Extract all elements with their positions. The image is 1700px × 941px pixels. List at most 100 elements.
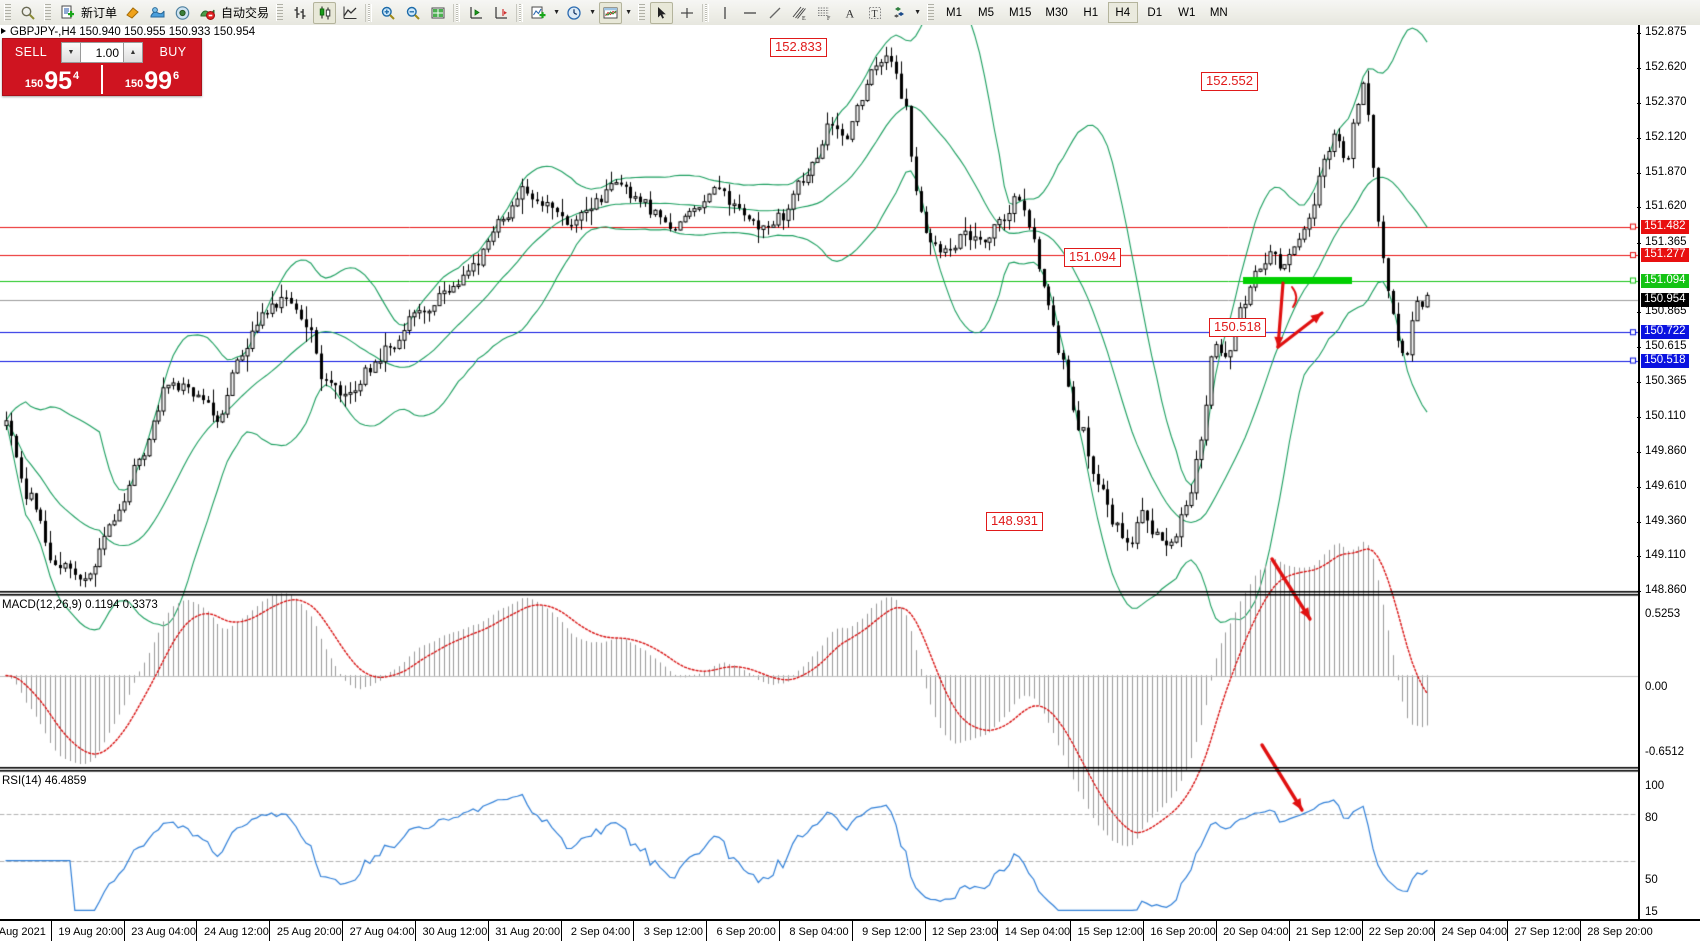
date-tick-label: 24 Aug 12:00 — [204, 926, 269, 938]
price-annotation-label[interactable]: 152.833 — [770, 38, 827, 57]
objects-icon[interactable] — [888, 2, 911, 24]
timeframe-button-h4[interactable]: H4 — [1107, 2, 1138, 23]
timeframe-button-h1[interactable]: H1 — [1083, 6, 1099, 19]
period-dropdown-arrow[interactable]: ▼ — [589, 9, 596, 16]
price-tick-label: 149.860 — [1645, 445, 1687, 458]
buy-price[interactable]: 150 99 6 — [103, 65, 201, 94]
horizontal-line-icon[interactable] — [738, 2, 761, 24]
chart-shift-icon[interactable] — [464, 2, 487, 24]
timeframe-button-d1[interactable]: D1 — [1147, 6, 1163, 19]
indicators-dropdown-arrow[interactable]: ▼ — [553, 9, 560, 16]
timeframe-button-m1[interactable]: M1 — [946, 6, 963, 19]
period-icon[interactable] — [563, 2, 586, 24]
auto-scroll-icon[interactable] — [489, 2, 512, 24]
zoom-out-icon[interactable] — [401, 2, 424, 24]
price-tick-label: 151.870 — [1645, 165, 1687, 178]
date-tick-label: 31 Aug 20:00 — [495, 926, 561, 938]
indicators-icon[interactable] — [527, 2, 550, 24]
date-tick-mark — [779, 921, 780, 941]
timeframe-button-m5[interactable]: M5 — [978, 6, 995, 19]
timeframe-button-m15[interactable]: M15 — [1009, 6, 1032, 19]
objects-dropdown-arrow[interactable]: ▼ — [914, 9, 921, 16]
vertical-line-icon[interactable] — [713, 2, 736, 24]
templates-dropdown-arrow[interactable]: ▼ — [625, 9, 632, 16]
new-order-label[interactable]: 新订单 — [81, 6, 118, 20]
chart-canvas[interactable] — [0, 25, 1700, 941]
price-level-chip[interactable]: 150.722 — [1641, 325, 1689, 340]
date-axis[interactable]: 8 Aug 2021 19 Aug 20:00 23 Aug 04:00 24 Aug… — [0, 919, 1700, 941]
volume-stepper[interactable]: ▼ 1.00 ▲ — [61, 42, 143, 63]
svg-text:F: F — [827, 16, 831, 21]
autotrading-label[interactable]: 自动交易 — [221, 6, 270, 20]
timeframe-button-w1[interactable]: W1 — [1178, 6, 1196, 19]
date-tick-mark — [487, 921, 489, 941]
toolbar-grip-3[interactable] — [276, 4, 284, 21]
toolbar-grip-4[interactable] — [638, 4, 646, 21]
price-axis[interactable]: 152.875 152.620 152.370 152.120 151.870 151.6… — [1637, 25, 1700, 941]
tile-windows-icon[interactable] — [426, 2, 449, 24]
price-annotation-label[interactable]: 152.552 — [1201, 72, 1258, 91]
expert-advisors-icon[interactable] — [121, 2, 144, 24]
volume-increase-button[interactable]: ▲ — [123, 42, 143, 63]
magnifier-icon[interactable] — [16, 2, 39, 24]
crosshair-icon[interactable] — [675, 2, 698, 24]
date-tick-mark — [123, 921, 125, 941]
price-tick-mark — [1637, 172, 1641, 174]
toolbar-separator-3 — [516, 3, 524, 22]
equidistant-channel-icon[interactable]: E — [788, 2, 811, 24]
price-level-chip[interactable]: 151.094 — [1641, 273, 1689, 288]
data-window-icon[interactable] — [146, 2, 169, 24]
price-level-chip[interactable]: 150.954 — [1641, 292, 1689, 307]
price-annotation-label[interactable]: 150.518 — [1209, 318, 1266, 337]
text-label-icon[interactable]: A — [838, 2, 861, 24]
date-tick-label: 22 Sep 20:00 — [1368, 926, 1435, 938]
macd-indicator-label: MACD(12,26,9) 0.1194 0.3373 — [2, 599, 158, 611]
date-tick-mark — [633, 921, 635, 941]
date-tick-mark — [1580, 921, 1581, 941]
date-tick-label: 27 Sep 12:00 — [1514, 926, 1580, 938]
sell-button[interactable]: SELL — [14, 45, 48, 59]
date-tick-label: 8 Sep 04:00 — [789, 926, 849, 938]
templates-icon[interactable] — [599, 1, 623, 24]
volume-input[interactable]: 1.00 — [81, 42, 123, 63]
price-level-chip[interactable]: 151.482 — [1641, 219, 1689, 234]
line-chart-icon[interactable] — [338, 2, 361, 24]
toolbar-grip-5[interactable] — [927, 4, 935, 21]
timeframe-button-mn[interactable]: MN — [1209, 6, 1228, 19]
trendline-icon[interactable] — [763, 2, 786, 24]
bar-chart-icon[interactable] — [288, 2, 311, 24]
autotrading-icon[interactable] — [196, 2, 219, 24]
buy-button[interactable]: BUY — [159, 45, 187, 59]
date-tick-label: 20 Sep 04:00 — [1223, 926, 1289, 938]
rsi-indicator-label: RSI(14) 46.4859 — [2, 775, 87, 787]
candlestick-chart-icon[interactable] — [313, 1, 337, 24]
main-toolbar: 新订单 自动交易 — [0, 0, 1700, 26]
price-tick-label: 151.620 — [1645, 200, 1687, 213]
price-level-chip[interactable]: 150.518 — [1641, 353, 1689, 368]
date-tick-label: 21 Sep 12:00 — [1295, 926, 1362, 938]
toolbar-grip[interactable] — [4, 4, 11, 21]
price-annotation-label[interactable]: 148.931 — [986, 512, 1043, 531]
cursor-icon[interactable] — [650, 1, 674, 24]
price-tick-label: 149.360 — [1645, 514, 1687, 527]
chart-area[interactable]: GBPJPY-,H4 150.940 150.955 150.933 150.9… — [0, 25, 1700, 941]
date-tick-mark — [196, 921, 198, 941]
toolbar-grip-2[interactable] — [44, 4, 51, 21]
price-tick-label: 152.875 — [1645, 26, 1687, 38]
new-order-icon[interactable] — [56, 2, 79, 24]
zoom-in-icon[interactable] — [376, 2, 399, 24]
price-tick-label: 152.120 — [1645, 130, 1687, 143]
date-tick-label: 19 Aug 20:00 — [58, 926, 124, 938]
date-tick-label: 16 Sep 20:00 — [1150, 926, 1216, 938]
price-annotation-label[interactable]: 151.094 — [1064, 248, 1121, 267]
volume-decrease-button[interactable]: ▼ — [61, 42, 81, 63]
text-icon[interactable]: T — [863, 2, 886, 24]
timeframe-button-m30[interactable]: M30 — [1045, 6, 1068, 19]
price-level-chip[interactable]: 151.277 — [1641, 248, 1689, 263]
one-click-trading-panel[interactable]: SELL ▼ 1.00 ▲ BUY 150 95 4 150 99 6 — [2, 38, 202, 96]
fibonacci-icon[interactable]: F — [813, 2, 836, 24]
navigator-icon[interactable] — [171, 2, 194, 24]
price-tick-mark — [1637, 312, 1641, 314]
sell-price[interactable]: 150 95 4 — [3, 65, 103, 94]
price-tick-mark — [1637, 486, 1641, 488]
